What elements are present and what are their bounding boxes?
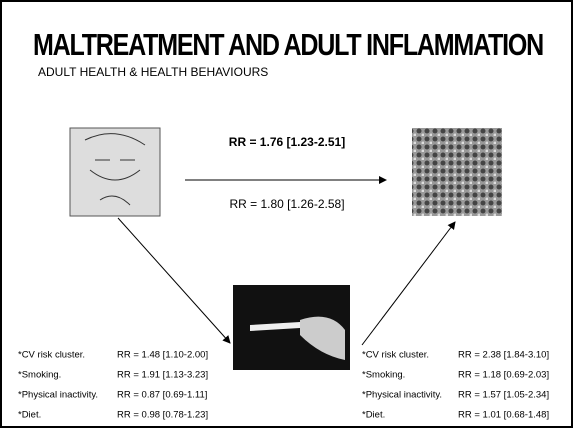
list-label: *Smoking. — [362, 370, 405, 381]
list-label: *Smoking. — [18, 370, 61, 381]
direct-lower-label: RR = 1.80 [1.26-2.58] — [229, 197, 344, 211]
list-value: RR = 1.48 [1.10-2.00] — [117, 350, 208, 361]
list-value: RR = 1.18 [0.69-2.03] — [458, 370, 549, 381]
subtitle: ADULT HEALTH & HEALTH BEHAVIOURS — [38, 65, 268, 79]
direct-upper-label: RR = 1.76 [1.23-2.51] — [229, 135, 345, 149]
list-label: *CV risk cluster. — [18, 350, 85, 361]
list-label: *Physical inactivity. — [18, 390, 98, 401]
list-value: RR = 1.57 [1.05-2.34] — [458, 390, 549, 401]
title: MALTREATMENT AND ADULT INFLAMMATION — [33, 27, 543, 62]
list-value: RR = 2.38 [1.84-3.10] — [458, 350, 549, 361]
list-value: RR = 1.91 [1.13-3.23] — [117, 370, 208, 381]
slide: MALTREATMENT AND ADULT INFLAMMATION ADUL… — [0, 0, 573, 428]
list-value: RR = 0.87 [0.69-1.11] — [117, 390, 207, 401]
tissue-image — [412, 128, 502, 216]
list-value: RR = 1.01 [0.68-1.48] — [458, 410, 549, 421]
list-label: *Physical inactivity. — [362, 390, 442, 401]
list-label: *Diet. — [18, 410, 41, 421]
list-label: *Diet. — [362, 410, 385, 421]
face-image — [70, 128, 160, 216]
list-value: RR = 0.98 [0.78-1.23] — [117, 410, 208, 421]
list-label: *CV risk cluster. — [362, 350, 429, 361]
